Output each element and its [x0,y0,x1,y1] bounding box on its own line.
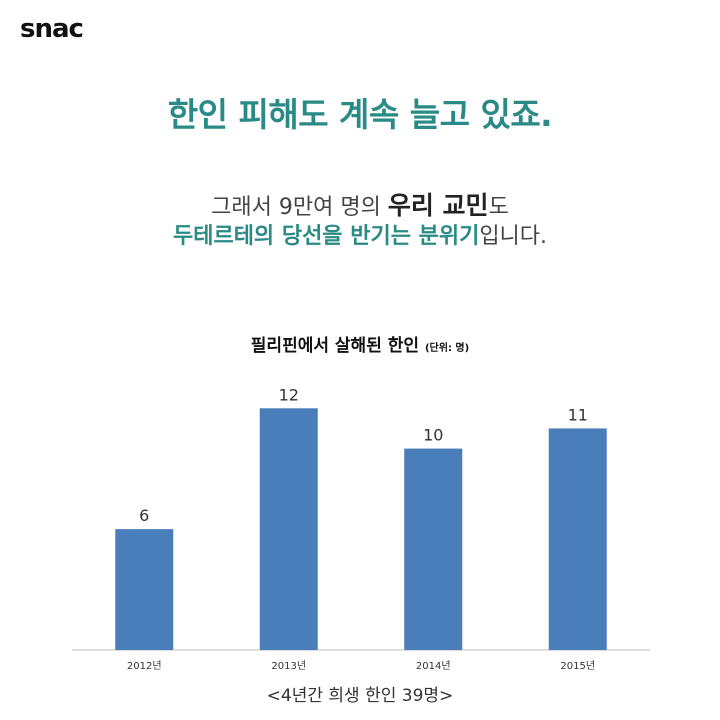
data-label-2: 10 [423,426,443,445]
body-line-1-pre: 그래서 9만여 명의 [211,195,388,220]
body-line-2: 두테르테의 당선을 반기는 분위기입니다. [0,218,720,250]
bar-0 [115,529,174,650]
body-line-2-accent: 두테르테의 당선을 반기는 분위기 [172,224,480,249]
x-tick-label-0: 2012년 [127,660,162,672]
chart-title-block: 필리핀에서 살해된 한인 (단위: 명) [0,331,720,356]
bar-3 [548,428,607,650]
chart-unit: (단위: 명) [424,343,470,354]
chart-title: 필리핀에서 살해된 한인 [250,336,420,356]
body-line-1-post: 도 [488,195,509,220]
x-tick-label-2: 2014년 [416,660,451,672]
chart-caption: <4년간 희생 한인 39명> [266,686,454,706]
x-tick-label-3: 2015년 [560,660,595,672]
bar-2 [404,448,463,650]
x-tick-label-1: 2013년 [271,660,306,672]
data-label-3: 11 [568,405,588,424]
bar-1 [259,408,318,650]
data-label-1: 12 [279,385,299,404]
brand-logo: snac [20,14,84,44]
headline: 한인 피해도 계속 늘고 있죠. [167,95,553,134]
body-line-1-strong: 우리 교민 [387,191,489,220]
body-line-1: 그래서 9만여 명의 우리 교민도 [0,186,720,222]
body-line-2-post: 입니다. [479,224,548,249]
data-label-0: 6 [139,506,149,525]
